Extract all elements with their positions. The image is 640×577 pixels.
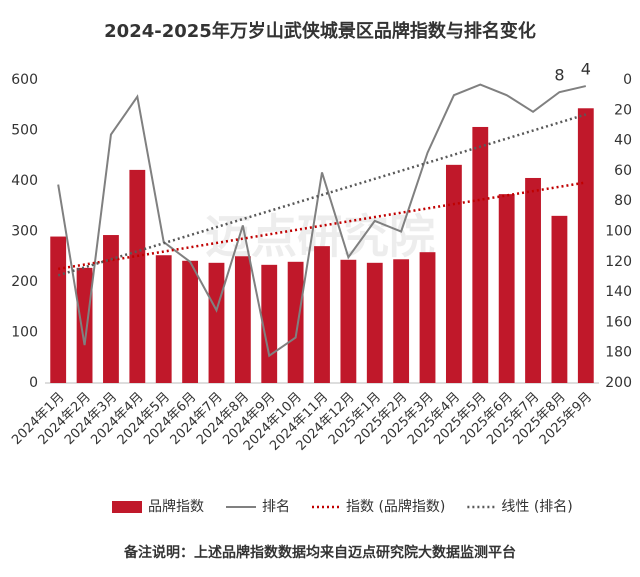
bar xyxy=(525,177,541,383)
y2-tick-label: 200 xyxy=(605,375,632,391)
data-label: 8 xyxy=(554,66,564,85)
y2-tick-label: 180 xyxy=(605,345,632,361)
bar xyxy=(366,262,383,383)
bar xyxy=(314,246,330,383)
legend-swatch xyxy=(112,501,142,513)
bar xyxy=(551,215,568,383)
y-tick-label: 300 xyxy=(11,224,38,240)
bar xyxy=(208,262,225,383)
y2-tick-label: 0 xyxy=(623,72,632,88)
bar xyxy=(577,108,594,383)
data-label: 4 xyxy=(581,60,591,79)
y2-tick-label: 80 xyxy=(614,193,632,209)
bar xyxy=(498,194,515,383)
bar xyxy=(393,259,410,383)
legend-label: 指数 (品牌指数) xyxy=(346,498,445,515)
y2-tick-label: 120 xyxy=(605,254,632,270)
legend-label: 线性 (排名) xyxy=(501,499,572,515)
y-tick-label: 100 xyxy=(11,325,38,341)
legend-label: 品牌指数 xyxy=(148,498,204,515)
y-tick-label: 600 xyxy=(11,72,38,88)
chart-title: 2024-2025年万岁山武侠城景区品牌指数与排名变化 xyxy=(104,20,536,42)
bar xyxy=(340,259,357,383)
bar xyxy=(50,236,67,383)
y-tick-label: 0 xyxy=(29,375,38,391)
y-tick-label: 400 xyxy=(11,173,38,189)
footnote: 备注说明：上述品牌指数数据均来自迈点研究院大数据监测平台 xyxy=(123,544,516,561)
bar xyxy=(129,169,146,383)
bar xyxy=(155,255,172,383)
y2-tick-label: 40 xyxy=(614,133,632,149)
trendline xyxy=(57,113,587,277)
trendline xyxy=(57,181,587,271)
y-tick-label: 200 xyxy=(11,274,38,290)
y2-tick-label: 20 xyxy=(614,102,632,118)
bar xyxy=(445,164,462,383)
bar xyxy=(76,267,93,383)
y2-tick-label: 140 xyxy=(605,284,632,300)
y-tick-label: 500 xyxy=(11,123,38,139)
bar xyxy=(182,260,199,383)
bar xyxy=(103,235,119,383)
y2-tick-label: 100 xyxy=(605,224,632,240)
rank-line xyxy=(57,83,587,358)
legend-label: 排名 xyxy=(262,499,290,515)
bar xyxy=(234,256,251,383)
bar xyxy=(419,252,436,383)
bar xyxy=(287,261,304,383)
bar xyxy=(472,126,489,383)
y2-tick-label: 60 xyxy=(614,163,632,179)
y2-tick-label: 160 xyxy=(605,314,632,330)
